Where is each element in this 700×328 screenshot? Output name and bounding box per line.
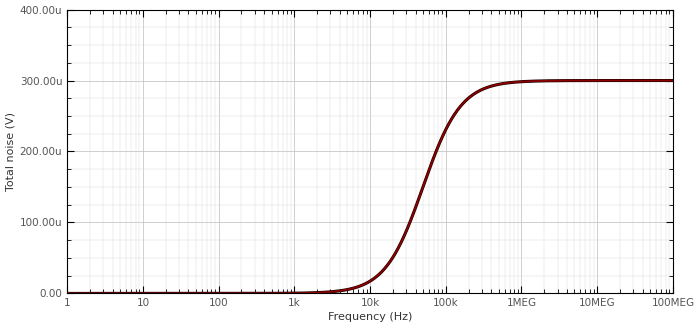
X-axis label: Frequency (Hz): Frequency (Hz): [328, 313, 412, 322]
Y-axis label: Total noise (V): Total noise (V): [6, 112, 15, 191]
